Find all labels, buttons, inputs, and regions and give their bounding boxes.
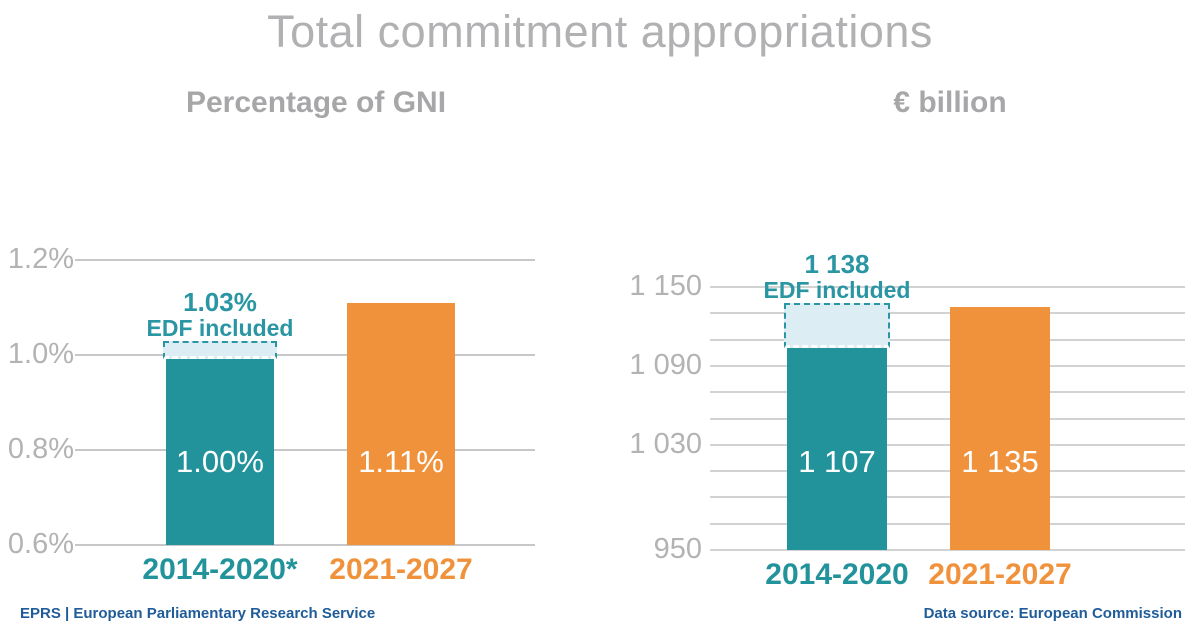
y-tick-label: 1.0% xyxy=(7,338,74,370)
bar xyxy=(347,302,455,545)
footer-source: Data source: European Commission xyxy=(923,605,1182,622)
gridline xyxy=(75,544,535,546)
gridline xyxy=(710,286,1185,288)
left-chart-title: Percentage of GNI xyxy=(185,86,447,119)
edf-annotation-value: 1 138 xyxy=(804,248,870,279)
y-tick-label: 950 xyxy=(653,533,702,565)
y-tick-label: 1 090 xyxy=(629,348,702,381)
minor-gridline xyxy=(710,417,1185,420)
minor-gridline xyxy=(710,391,1185,394)
gridline xyxy=(710,364,1185,367)
page-title: Total commitment appropriations xyxy=(267,6,933,57)
footer-credit: EPRS | European Parliamentary Research S… xyxy=(20,605,376,622)
edf-extension-box xyxy=(784,302,890,348)
edf-annotation-caption: EDF included xyxy=(763,276,911,303)
y-tick-label: 0.8% xyxy=(7,433,74,465)
y-tick-label: 0.6% xyxy=(7,528,74,560)
bar-value-label: 1 107 xyxy=(798,444,876,479)
bar-value-label: 1.11% xyxy=(358,444,444,479)
category-label: 2021-2027 xyxy=(329,553,473,586)
category-label: 2014-2020* xyxy=(142,553,298,586)
y-tick-label: 1.2% xyxy=(7,243,74,275)
bar-value-label: 1.00% xyxy=(176,444,264,479)
minor-gridline xyxy=(710,338,1185,341)
edf-annotation-caption: EDF included xyxy=(146,314,294,341)
gridline xyxy=(710,549,1185,551)
bar xyxy=(166,355,274,545)
edf-extension-box xyxy=(163,340,277,359)
category-label: 2014-2020 xyxy=(765,558,909,591)
y-tick-label: 1 030 xyxy=(629,427,702,460)
minor-gridline xyxy=(710,522,1185,525)
edf-annotation: 1 138 EDF included xyxy=(722,251,952,302)
right-chart-title: € billion xyxy=(893,86,1007,119)
bar xyxy=(787,343,887,550)
minor-gridline xyxy=(710,312,1185,315)
y-tick-label: 1 150 xyxy=(629,270,702,302)
gridline xyxy=(75,354,535,356)
bar-value-label: 1 135 xyxy=(961,444,1039,479)
edf-annotation: 1.03% EDF included xyxy=(105,289,335,340)
minor-gridline xyxy=(710,470,1185,473)
edf-annotation-value: 1.03% xyxy=(183,286,257,317)
gridline xyxy=(75,449,535,451)
bar xyxy=(950,306,1050,550)
minor-gridline xyxy=(710,496,1185,499)
category-label: 2021-2027 xyxy=(928,558,1072,591)
gridline xyxy=(75,259,535,261)
gridline xyxy=(710,443,1185,446)
